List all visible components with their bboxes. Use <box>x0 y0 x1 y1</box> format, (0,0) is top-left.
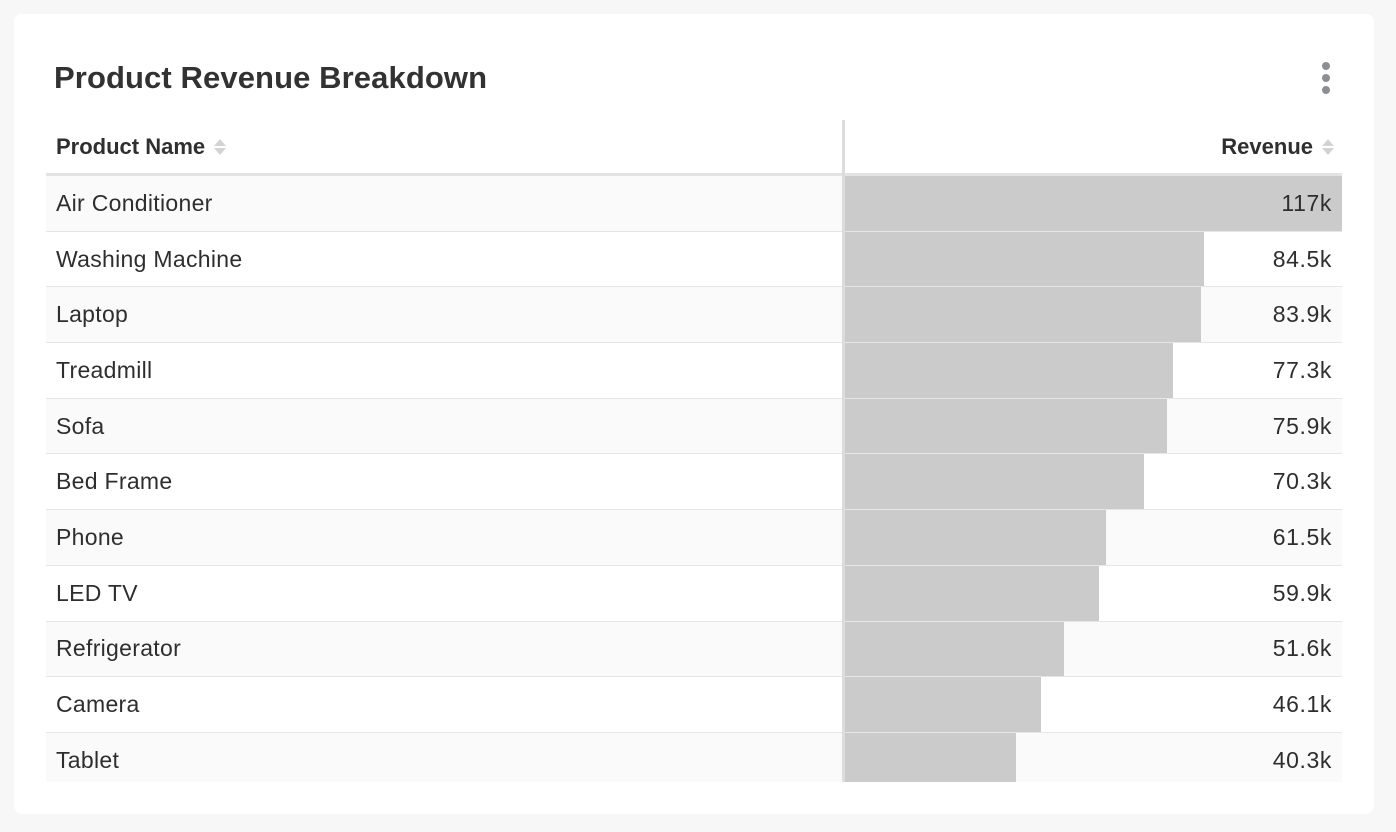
revenue-cell: 75.9k <box>1272 412 1332 439</box>
table-row[interactable]: Sofa 75.9k <box>46 398 1342 455</box>
card-title: Product Revenue Breakdown <box>54 60 488 95</box>
table-row[interactable]: Treadmill 77.3k <box>46 343 1342 399</box>
revenue-cell: 59.9k <box>1272 579 1332 606</box>
revenue-bar <box>845 176 1342 231</box>
revenue-cell: 83.9k <box>1272 301 1332 328</box>
revenue-bar <box>845 510 1107 565</box>
revenue-cell: 51.6k <box>1272 635 1332 662</box>
column-header-label: Revenue <box>1221 133 1313 159</box>
table-row[interactable]: Laptop 83.9k <box>46 287 1342 344</box>
table-header: Product Name Revenue <box>46 120 1342 176</box>
product-name-cell: Phone <box>56 523 125 550</box>
column-header-label: Product Name <box>56 133 206 159</box>
table-row[interactable]: Refrigerator 51.6k <box>46 621 1342 678</box>
revenue-bar <box>845 287 1202 343</box>
revenue-bar <box>845 732 1017 782</box>
revenue-bar <box>845 677 1041 732</box>
table-row[interactable]: Camera 46.1k <box>46 677 1342 733</box>
column-divider[interactable] <box>842 120 845 782</box>
vertical-ellipsis-icon <box>1322 74 1330 82</box>
product-name-cell: Laptop <box>56 301 129 328</box>
revenue-bar <box>845 621 1065 677</box>
product-name-cell: Air Conditioner <box>56 189 213 216</box>
product-name-cell: LED TV <box>56 579 138 606</box>
revenue-bar <box>845 231 1204 287</box>
product-name-cell: Washing Machine <box>56 245 243 272</box>
sort-icon[interactable] <box>214 138 227 155</box>
product-name-cell: Tablet <box>56 746 120 773</box>
table-row[interactable]: Air Conditioner 117k <box>46 176 1342 232</box>
revenue-cell: 77.3k <box>1272 356 1332 383</box>
product-name-cell: Sofa <box>56 412 105 439</box>
more-options-button[interactable] <box>1312 58 1340 98</box>
table-row[interactable]: LED TV 59.9k <box>46 565 1342 622</box>
sort-icon[interactable] <box>1322 138 1334 155</box>
table-row[interactable]: Bed Frame 70.3k <box>46 454 1342 511</box>
table-body: Air Conditioner 117k Washing Machine 84.5k L… <box>46 176 1342 782</box>
revenue-bar <box>845 454 1144 510</box>
revenue-bar <box>845 343 1174 398</box>
table-row[interactable]: Washing Machine 84.5k <box>46 231 1342 288</box>
revenue-cell: 40.3k <box>1272 746 1332 773</box>
revenue-bar <box>845 565 1100 621</box>
product-name-cell: Camera <box>56 691 140 718</box>
product-name-cell: Bed Frame <box>56 468 173 495</box>
table-row[interactable]: Phone 61.5k <box>46 510 1342 566</box>
table-row[interactable]: Tablet 40.3k <box>46 732 1342 782</box>
revenue-cell: 61.5k <box>1272 523 1332 550</box>
column-header-revenue[interactable]: Revenue <box>1221 120 1334 173</box>
revenue-cell: 46.1k <box>1272 691 1332 718</box>
vertical-ellipsis-icon <box>1322 86 1330 94</box>
vertical-ellipsis-icon <box>1322 62 1330 70</box>
revenue-table: Product Name Revenue Air Conditioner 117k… <box>46 120 1342 782</box>
product-revenue-card: Product Revenue Breakdown Product Name R… <box>14 14 1374 814</box>
revenue-bar <box>845 398 1168 454</box>
revenue-cell: 84.5k <box>1272 245 1332 272</box>
product-name-cell: Treadmill <box>56 356 153 383</box>
column-header-product-name[interactable]: Product Name <box>56 120 227 173</box>
product-name-cell: Refrigerator <box>56 635 182 662</box>
revenue-cell: 117k <box>1281 189 1332 216</box>
revenue-cell: 70.3k <box>1272 468 1332 495</box>
